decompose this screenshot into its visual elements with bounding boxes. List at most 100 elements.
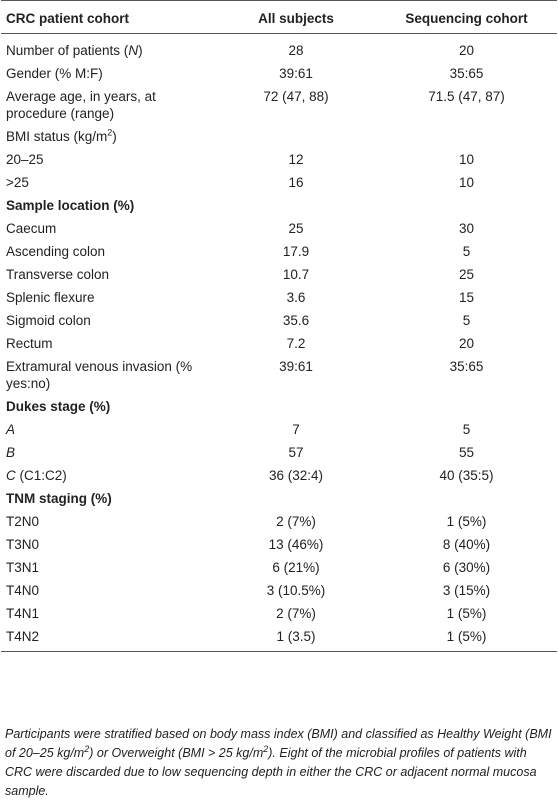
section-row: TNM staging (%) [1,487,557,510]
text: A [6,422,16,437]
cell: 12 [288,152,304,167]
row: B 57 55 [1,441,557,464]
cell: 39:61 [279,66,313,81]
row-label: Average age, in years, at procedure (ran… [6,89,156,121]
row: 20–25 12 10 [1,148,557,171]
section-row: Sample location (%) [1,194,557,217]
row-label: Transverse colon [6,267,110,282]
text: ) [138,43,143,58]
text: BMI status (kg/m [6,129,108,144]
row: >25 16 10 [1,171,557,194]
text: 2 [263,743,269,754]
row: T3N1 6 (21%) 6 (30%) [1,556,557,579]
cell: 15 [458,290,475,305]
cell: 1 (5%) [446,606,487,621]
row: Splenic flexure 3.6 15 [1,286,557,309]
cell: 71.5 (47, 87) [428,89,505,104]
row-label: Caecum [6,221,57,236]
cell: 5 [462,422,471,437]
cell: 6 (21%) [272,560,320,575]
header-cell: All subjects [258,11,334,26]
cell: 20 [458,336,475,351]
row-label: T4N0 [6,583,40,598]
row-label: >25 [6,175,29,190]
cell: 13 (46%) [268,537,324,552]
row: Gender (% M:F) 39:61 35:65 [1,62,557,85]
cell: 35:65 [449,66,484,81]
cell: 10.7 [282,267,310,282]
cell: 5 [462,244,471,259]
text: ) or Overweight (BMI > 25 kg/m [89,745,264,760]
row: Transverse colon 10.7 25 [1,263,557,286]
row: T4N2 1 (3.5) 1 (5%) [1,625,557,652]
row: Rectum 7.2 20 [1,332,557,355]
text: C [6,468,16,483]
cell: 36 (32:4) [268,468,324,483]
cell: 3.6 [286,290,306,305]
row: Ascending colon 17.9 5 [1,240,557,263]
footnote: Participants were stratified based on bo… [5,725,553,801]
row-label: T4N1 [6,606,40,621]
cell: 72 (47, 88) [263,89,329,104]
header-cell: CRC patient cohort [6,11,129,26]
cell: 1 (5%) [446,629,487,644]
cell: 2 (7%) [276,514,316,529]
cell: 25 [288,221,304,236]
row-label: T4N2 [6,629,40,644]
row-label: C (C1:C2) [1,464,216,487]
row: T2N0 2 (7%) 1 (5%) [1,510,557,533]
row-label: T3N0 [6,537,40,552]
cell: 17.9 [282,244,310,259]
cell: 1 (5%) [446,514,487,529]
row-label: B [1,441,216,464]
text: 2 [107,127,113,138]
cell: 35:65 [449,359,484,374]
cell: 5 [462,313,471,328]
row-label: BMI status (kg/m2) [1,125,557,148]
row-label: A [1,418,216,441]
cell: 3 (10.5%) [266,583,326,598]
cell: 25 [458,267,475,282]
text: ) [112,129,117,144]
cell: 7 [292,422,300,437]
row: Average age, in years, at procedure (ran… [1,85,557,125]
cell: 16 [288,175,304,190]
text: B [6,445,16,460]
cell: 20 [458,43,475,58]
text: N [128,43,139,58]
row: C (C1:C2) 36 (32:4) 40 (35:5) [1,464,557,487]
row-label: Splenic flexure [6,290,95,305]
row: T4N1 2 (7%) 1 (5%) [1,602,557,625]
cell: 10 [458,152,475,167]
row-label: T3N1 [6,560,40,575]
row-label: Sigmoid colon [6,313,91,328]
row-label: Ascending colon [6,244,106,259]
row-label: Rectum [6,336,53,351]
row-label: Extramural venous invasion (% yes:no) [6,359,193,391]
row: T4N0 3 (10.5%) 3 (15%) [1,579,557,602]
cell: 1 (3.5) [276,629,316,644]
cell: 35.6 [282,313,310,328]
cell: 55 [458,445,475,460]
section-label: Sample location (%) [6,198,135,213]
cohort-table: CRC patient cohort All subjects Sequenci… [1,0,557,652]
header-cell: Sequencing cohort [405,11,528,26]
row-label: Gender (% M:F) [6,66,103,81]
row: BMI status (kg/m2) [1,125,557,148]
cell: 6 (30%) [442,560,491,575]
text: Participants were stratified based on bo… [5,726,552,760]
row: Sigmoid colon 35.6 5 [1,309,557,332]
text: (C1:C2) [15,468,67,483]
cell: 2 (7%) [276,606,316,621]
row: Number of patients (N) 28 20 [1,34,557,63]
row-label: T2N0 [6,514,40,529]
cell: 39:61 [279,359,313,374]
row: Caecum 25 30 [1,217,557,240]
header-row: CRC patient cohort All subjects Sequenci… [1,0,557,34]
row: T3N0 13 (46%) 8 (40%) [1,533,557,556]
row-label: Number of patients (N) [1,34,216,63]
row: A 7 5 [1,418,557,441]
cell: 30 [458,221,475,236]
section-label: Dukes stage (%) [6,399,111,414]
